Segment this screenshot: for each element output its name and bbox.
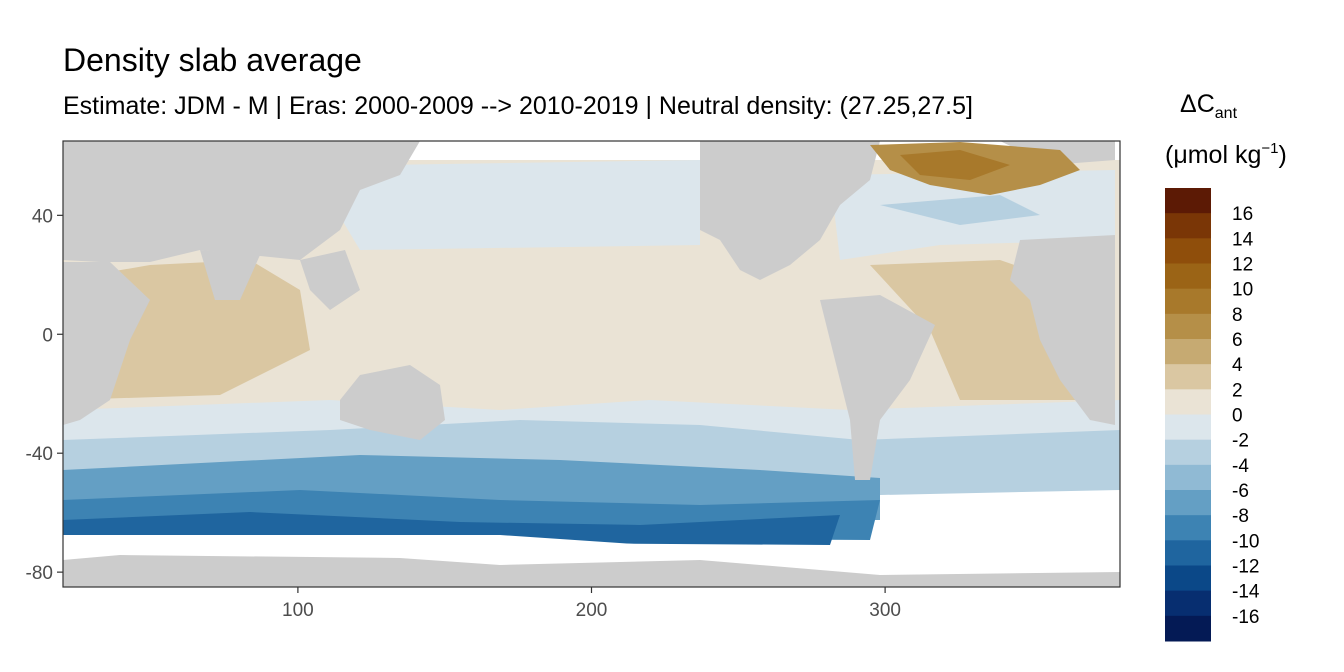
legend-label: 0 bbox=[1232, 406, 1243, 427]
legend-title: ΔCant bbox=[1180, 90, 1238, 122]
legend-label: -8 bbox=[1232, 506, 1249, 527]
legend-swatch bbox=[1165, 238, 1211, 264]
legend-label: -2 bbox=[1232, 431, 1249, 452]
legend-swatch bbox=[1165, 515, 1211, 541]
legend-label: -4 bbox=[1232, 456, 1249, 477]
legend-swatch bbox=[1165, 364, 1211, 390]
legend-swatch bbox=[1165, 414, 1211, 441]
land-masses bbox=[63, 141, 1120, 587]
legend-unit: (μmol kg−1) bbox=[1165, 140, 1287, 169]
x-tick-label: 100 bbox=[282, 600, 314, 621]
legend-label: 10 bbox=[1232, 280, 1253, 301]
legend-swatch bbox=[1165, 389, 1211, 415]
north-pacific-region bbox=[330, 160, 700, 250]
chart-title: Density slab average bbox=[63, 42, 362, 78]
y-tick-label: 0 bbox=[42, 325, 53, 346]
legend-swatch bbox=[1165, 313, 1211, 340]
x-tick-label: 200 bbox=[576, 600, 608, 621]
y-axis: 40 0 -40 -80 bbox=[26, 206, 63, 584]
x-axis: 100 200 300 bbox=[282, 587, 901, 621]
y-tick-label: -80 bbox=[26, 563, 53, 584]
chart-subtitle: Estimate: JDM - M | Eras: 2000-2009 --> … bbox=[63, 92, 973, 120]
legend-swatch bbox=[1165, 213, 1211, 239]
legend-label: -16 bbox=[1232, 607, 1259, 628]
x-tick-label: 300 bbox=[869, 600, 901, 621]
legend-label: 2 bbox=[1232, 380, 1243, 401]
legend-swatch bbox=[1165, 288, 1211, 315]
legend-swatch bbox=[1165, 263, 1211, 290]
south-atlantic-no-data bbox=[880, 490, 1120, 560]
north-atlantic-cold-patch bbox=[880, 195, 1040, 225]
legend-label: 6 bbox=[1232, 330, 1243, 351]
legend: ΔCant (μmol kg−1) 16 14 12 10 8 6 4 2 0 -2 -4 -6 -8 -… bbox=[1165, 90, 1287, 642]
legend-swatch bbox=[1165, 565, 1211, 592]
legend-labels: 16 14 12 10 8 6 4 2 0 -2 -4 -6 -8 -10 -12 -14 -16 bbox=[1232, 204, 1260, 628]
y-tick-label: 40 bbox=[32, 206, 53, 227]
y-tick-label: -40 bbox=[26, 444, 53, 465]
legend-swatch bbox=[1165, 188, 1211, 214]
north-atlantic-hot-core bbox=[900, 150, 1010, 180]
legend-label: 12 bbox=[1232, 255, 1253, 276]
legend-label: 14 bbox=[1232, 229, 1254, 250]
legend-swatch bbox=[1165, 339, 1211, 365]
legend-label: -12 bbox=[1232, 557, 1259, 578]
legend-swatch bbox=[1165, 540, 1211, 566]
map-layer bbox=[63, 141, 1120, 587]
legend-label: -10 bbox=[1232, 531, 1259, 552]
legend-label: -6 bbox=[1232, 481, 1249, 502]
legend-swatch bbox=[1165, 590, 1211, 617]
legend-label: -14 bbox=[1232, 582, 1260, 603]
legend-colorbar bbox=[1165, 188, 1211, 642]
legend-swatch bbox=[1165, 490, 1211, 516]
legend-swatch bbox=[1165, 464, 1211, 491]
legend-label: 8 bbox=[1232, 305, 1243, 326]
legend-label: 16 bbox=[1232, 204, 1253, 225]
legend-label: 4 bbox=[1232, 355, 1243, 376]
legend-swatch bbox=[1165, 439, 1211, 466]
legend-swatch bbox=[1165, 615, 1211, 642]
